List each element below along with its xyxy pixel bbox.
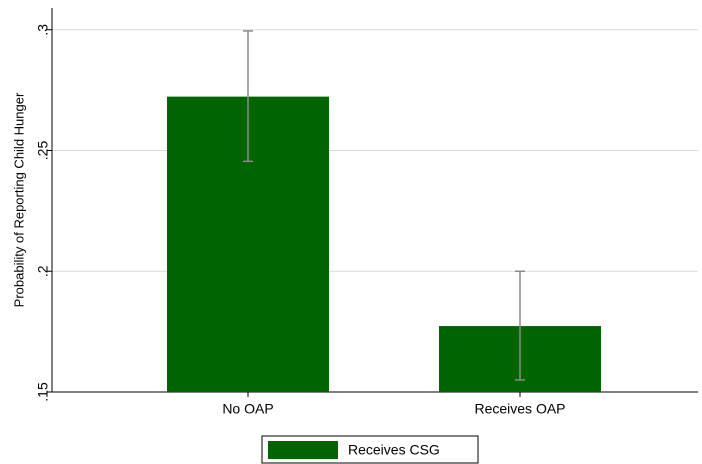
y-tick-label: .25 [35, 141, 51, 161]
x-tick-label: No OAP [222, 401, 273, 417]
y-tick-label: .3 [35, 24, 51, 36]
y-tick-label: .15 [35, 382, 51, 402]
y-tick-label: .2 [35, 265, 51, 277]
y-axis-label: Probability of Reporting Child Hunger [11, 92, 26, 307]
legend-label: Receives CSG [348, 442, 440, 458]
legend-swatch [268, 441, 338, 459]
x-tick-label: Receives OAP [474, 401, 565, 417]
